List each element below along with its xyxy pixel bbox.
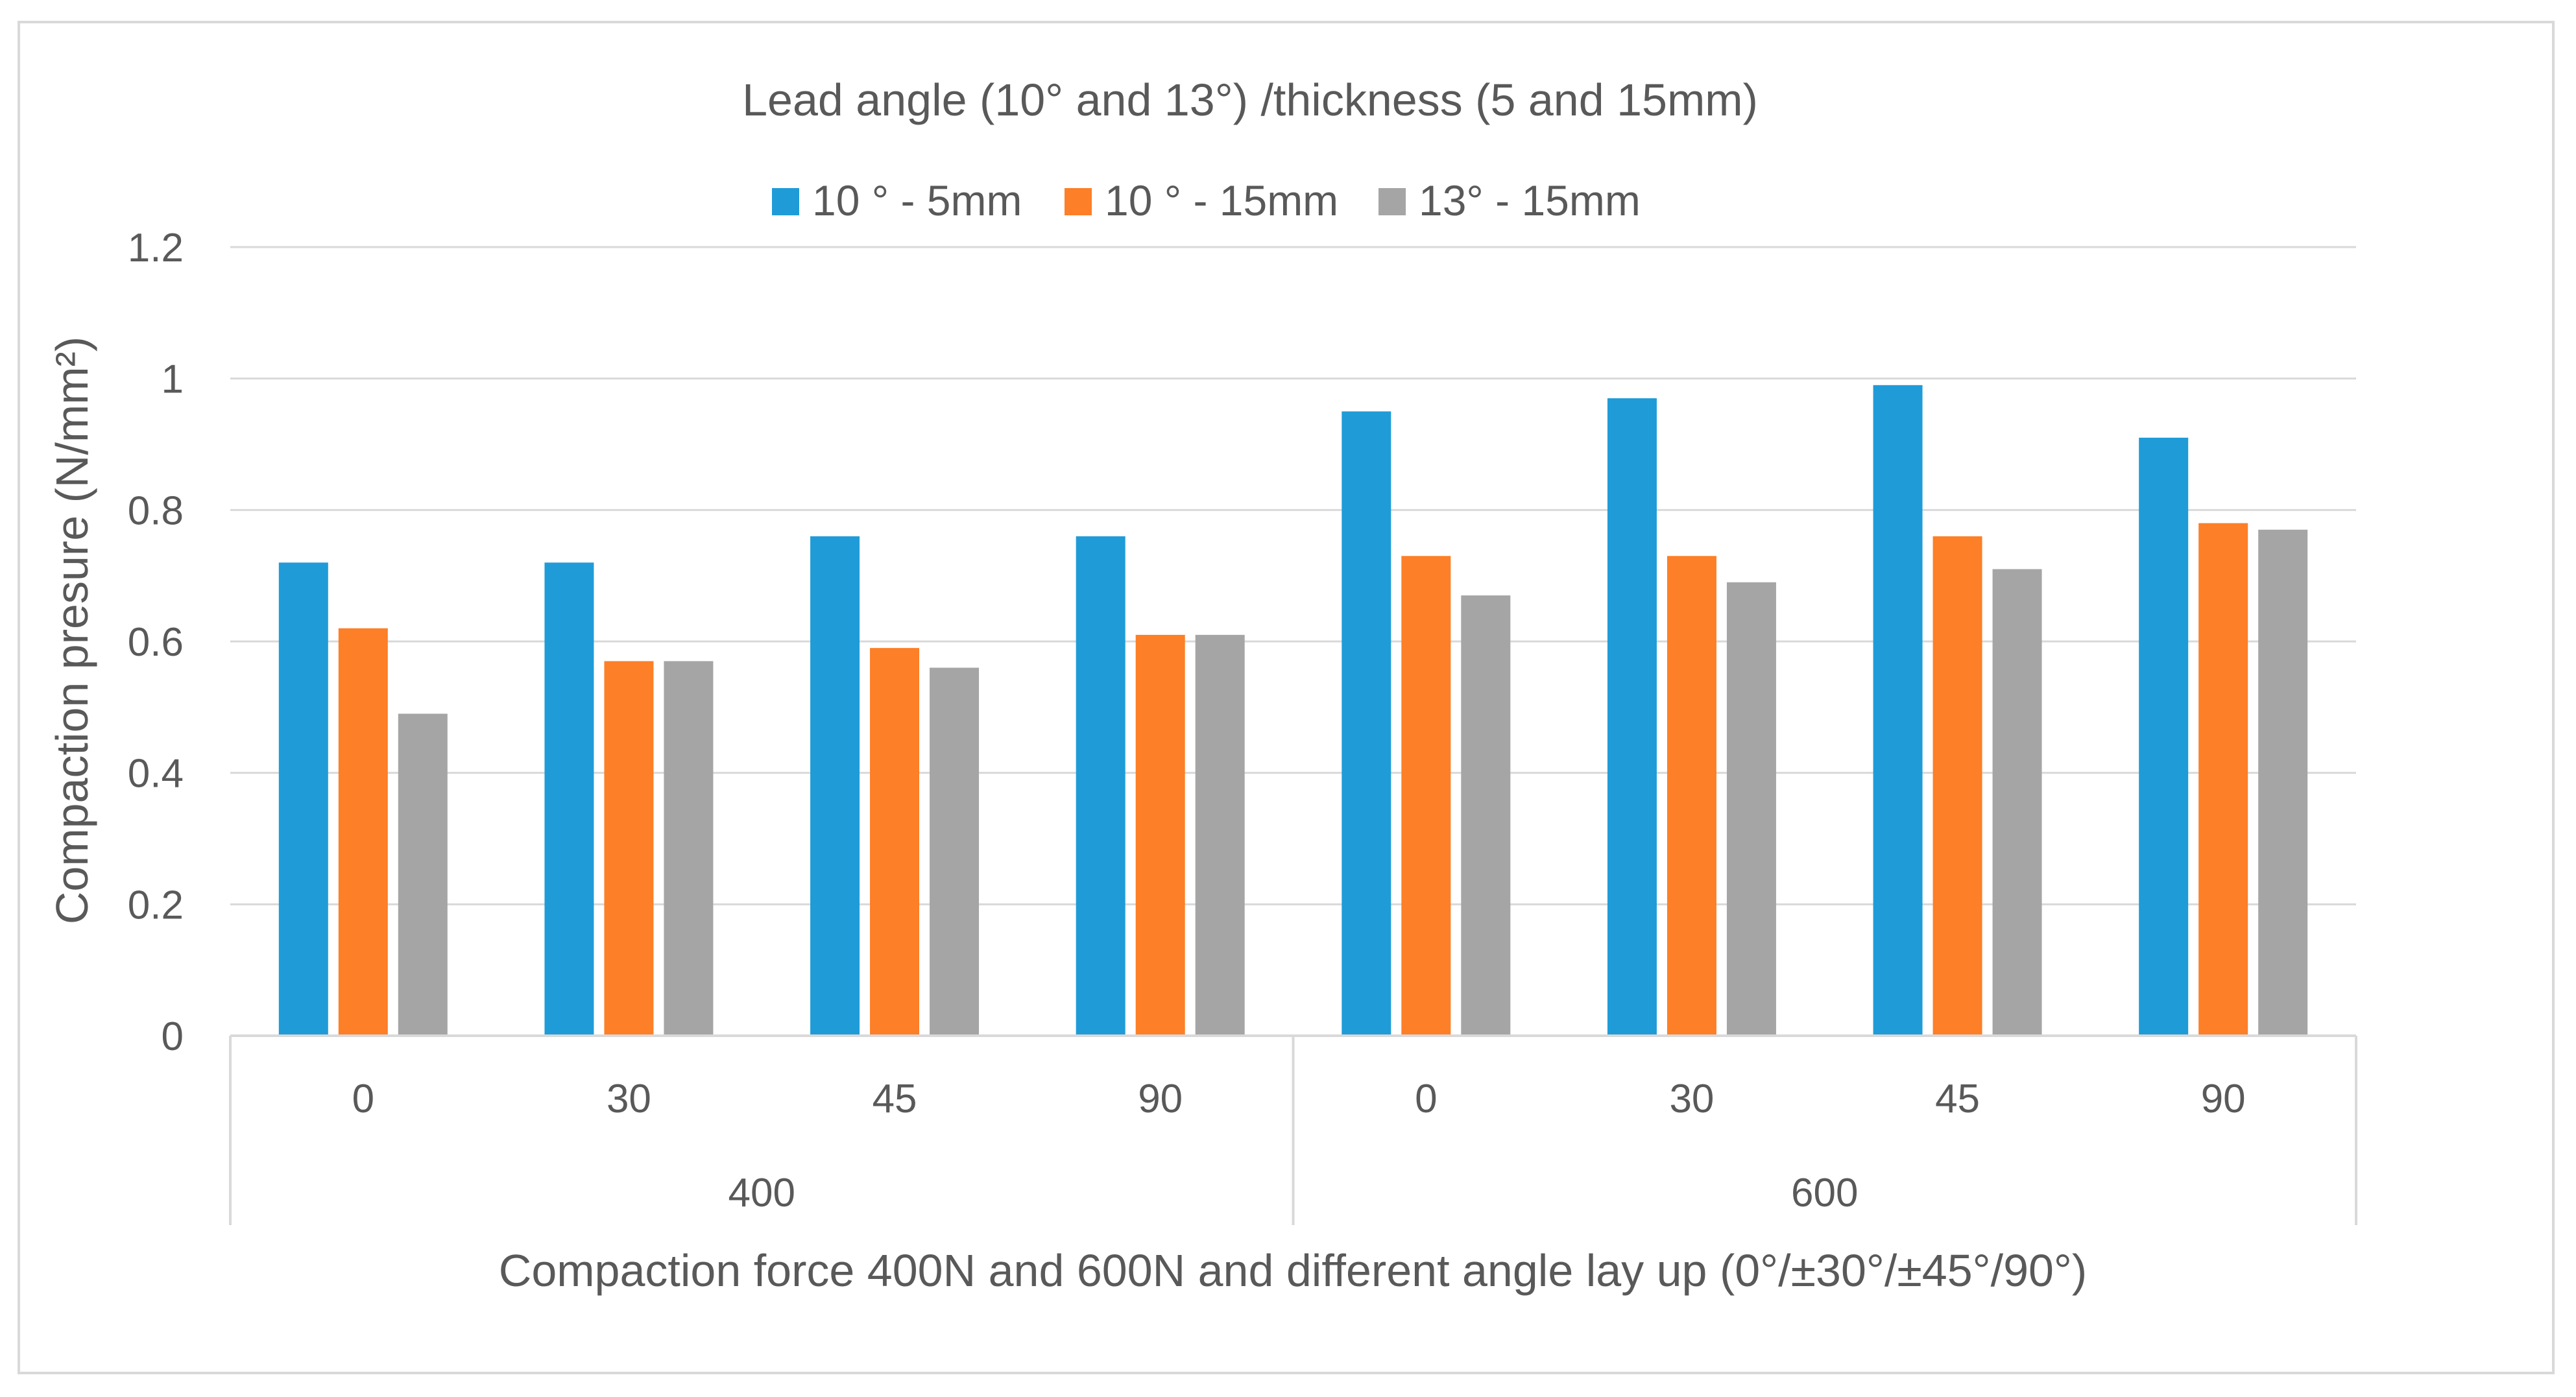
legend-swatch <box>1378 188 1406 215</box>
y-tick-label: 0.4 <box>128 752 184 796</box>
bar-10-15mm <box>870 648 920 1036</box>
bar-10-15mm <box>1932 536 1982 1036</box>
chart-title: Lead angle (10° and 13°) /thickness (5 a… <box>742 75 1758 125</box>
x-tick-label: 90 <box>2201 1077 2246 1121</box>
bar-10-15mm <box>1667 556 1716 1036</box>
bar-10-5mm <box>1342 411 1391 1036</box>
legend-swatch <box>1065 188 1092 215</box>
x-tick-label: 0 <box>352 1077 374 1121</box>
bar-10-5mm <box>544 562 594 1036</box>
legend-item: 10 ° - 5mm <box>772 176 1022 224</box>
x-tick-label: 45 <box>1935 1077 1980 1121</box>
group-label: 400 <box>728 1171 795 1215</box>
x-tick-label: 30 <box>1669 1077 1714 1121</box>
x-tick-label: 45 <box>873 1077 917 1121</box>
legend: 10 ° - 5mm 10 ° - 15mm 13° - 15mm <box>772 176 1641 224</box>
legend-item: 10 ° - 15mm <box>1065 176 1338 224</box>
bar-13-15mm <box>2258 529 2308 1036</box>
bar-13-15mm <box>398 713 448 1036</box>
y-tick-label: 0.6 <box>128 620 184 665</box>
bar-10-15mm <box>1401 556 1451 1036</box>
legend-label: 10 ° - 15mm <box>1105 176 1338 224</box>
legend-swatch <box>772 188 799 215</box>
x-axis-label: Compaction force 400N and 600N and diffe… <box>499 1245 2087 1296</box>
bar-10-15mm <box>1135 634 1185 1036</box>
y-tick-label: 1.2 <box>128 226 184 270</box>
bar-13-15mm <box>1461 595 1511 1036</box>
legend-label: 10 ° - 5mm <box>812 176 1022 224</box>
bar-10-15mm <box>2198 523 2248 1036</box>
bar-10-5mm <box>1607 398 1657 1036</box>
legend-item: 13° - 15mm <box>1378 176 1641 224</box>
bar-10-15mm <box>338 628 388 1036</box>
bar-13-15mm <box>1992 569 2042 1036</box>
bar-10-15mm <box>604 661 654 1036</box>
bar-13-15mm <box>664 661 714 1036</box>
bar-13-15mm <box>1195 634 1245 1036</box>
bar-10-5mm <box>810 536 860 1036</box>
bar-10-5mm <box>2139 437 2189 1036</box>
y-tick-label: 0.2 <box>128 883 184 927</box>
y-tick-label: 1 <box>162 357 184 402</box>
bar-10-5mm <box>1076 536 1125 1036</box>
legend-label: 13° - 15mm <box>1419 176 1641 224</box>
bar-13-15mm <box>1726 582 1776 1036</box>
y-axis-tick-labels: 0 0.2 0.4 0.6 0.8 1 1.2 <box>128 226 184 1059</box>
bars <box>278 385 2308 1036</box>
y-tick-label: 0 <box>162 1014 184 1059</box>
x-tick-label: 30 <box>607 1077 651 1121</box>
bar-13-15mm <box>930 667 980 1036</box>
x-tick-label: 90 <box>1138 1077 1183 1121</box>
group-label: 600 <box>1791 1171 1858 1215</box>
x-axis: 0 30 45 90 0 30 45 90 400 600 <box>229 1034 2357 1225</box>
x-tick-label: 0 <box>1415 1077 1437 1121</box>
bar-10-5mm <box>278 562 328 1036</box>
y-tick-label: 0.8 <box>128 488 184 533</box>
bar-10-5mm <box>1873 385 1923 1036</box>
y-axis-label: Compaction presure (N/mm²) <box>47 337 97 924</box>
